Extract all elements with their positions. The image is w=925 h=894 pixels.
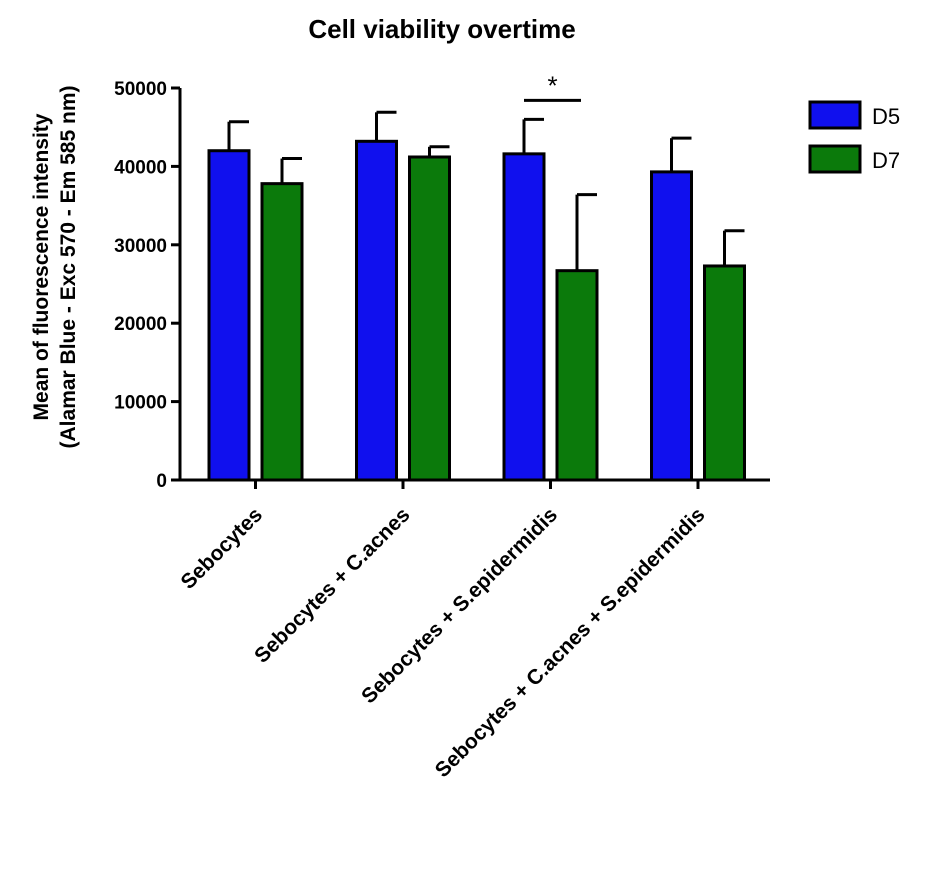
x-tick-label: Sebocytes xyxy=(176,503,267,594)
legend-label-d5: D5 xyxy=(872,104,900,129)
y-tick-label: 30000 xyxy=(114,236,167,257)
bar-d5-0 xyxy=(207,149,251,482)
significance-label: * xyxy=(547,70,557,100)
bar-d7-2 xyxy=(555,269,599,482)
y-axis-label: Mean of fluorescence intensity (Alamar B… xyxy=(30,86,80,449)
y-tick-label: 40000 xyxy=(114,157,167,178)
legend-swatch-d5 xyxy=(808,100,862,130)
bar-d5-3 xyxy=(650,170,693,482)
bar-d5-1 xyxy=(355,139,398,482)
y-tick-label: 20000 xyxy=(114,314,167,335)
legend: D5 D7 xyxy=(808,100,900,174)
bar-d7-0 xyxy=(260,182,304,482)
y-tick-label: 50000 xyxy=(114,79,167,100)
legend-label-d7: D7 xyxy=(872,148,900,173)
y-tick-label: 0 xyxy=(156,471,167,492)
chart-title: Cell viability overtime xyxy=(308,14,575,44)
bar-d7-3 xyxy=(703,264,746,482)
bar-d5-2 xyxy=(502,152,546,482)
x-tick-label: Sebocytes + C.acnes + S.epidermidis xyxy=(431,503,710,782)
legend-swatch-d7 xyxy=(808,144,862,174)
bar-d7-1 xyxy=(408,155,451,482)
y-axis-label-line-1: Mean of fluorescence intensity xyxy=(30,113,53,420)
plot-area: 01000020000300004000050000SebocytesSeboc… xyxy=(114,70,770,782)
y-tick-label: 10000 xyxy=(114,393,167,414)
y-axis-label-line-2: (Alamar Blue - Exc 570 - Em 585 nm) xyxy=(57,86,80,449)
x-tick-label: Sebocytes + C.acnes xyxy=(250,503,414,667)
